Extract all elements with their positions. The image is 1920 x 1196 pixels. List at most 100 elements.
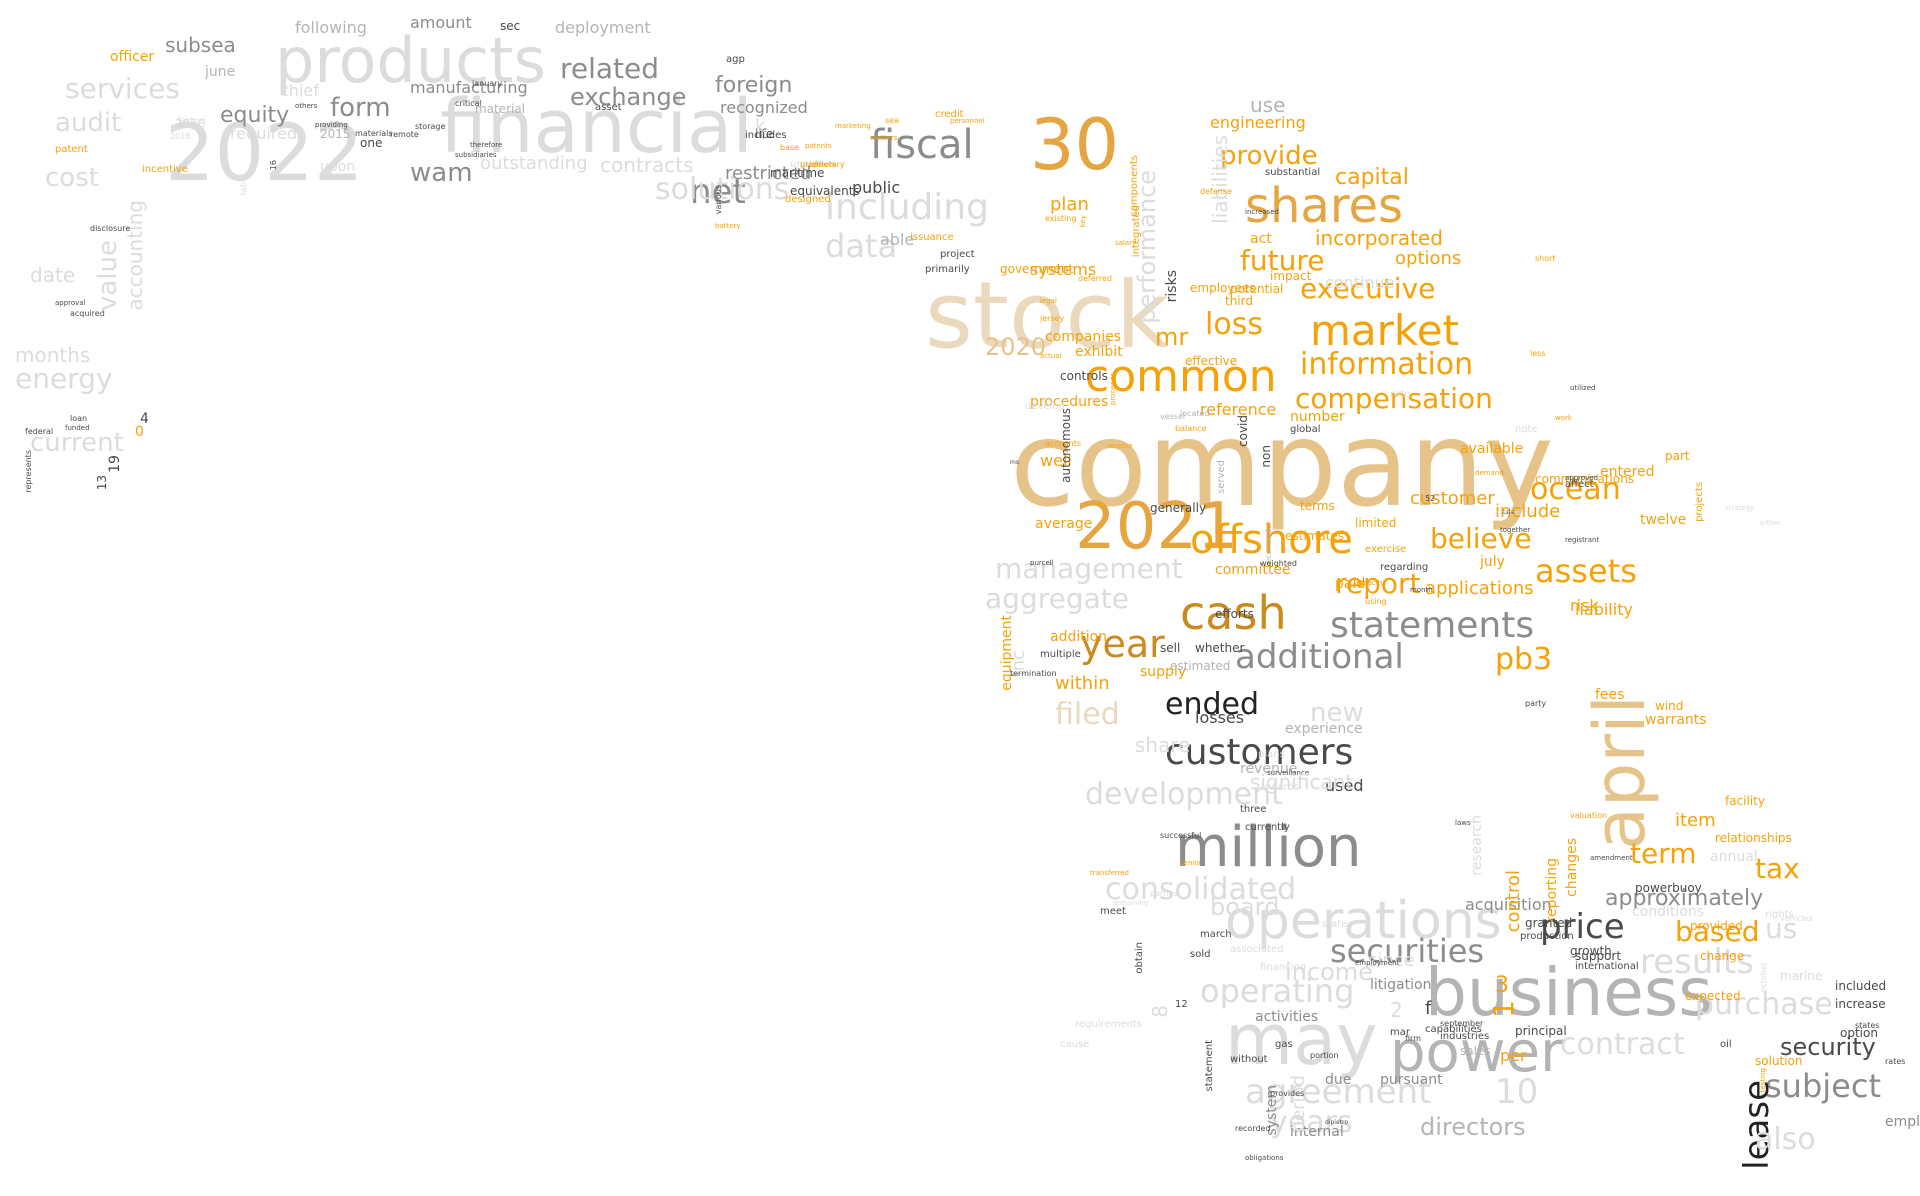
cloud-word: related	[560, 52, 660, 85]
cloud-word: control	[1503, 870, 1524, 933]
cloud-word: board	[1210, 893, 1280, 921]
cloud-word: deferred	[1078, 274, 1112, 283]
cloud-word: expected	[1685, 989, 1741, 1003]
cloud-word: 2021	[1075, 490, 1238, 564]
cloud-word: transferred	[1090, 869, 1129, 877]
cloud-word: requirements	[1075, 1019, 1142, 1030]
cloud-word: change	[1700, 949, 1745, 963]
cloud-word: ended	[1165, 687, 1260, 722]
cloud-word: ocean	[1530, 472, 1621, 507]
cloud-word: based	[1675, 915, 1760, 948]
cloud-word: financial	[440, 84, 753, 170]
cloud-word: believe	[1430, 522, 1532, 555]
cloud-word: sold	[1190, 949, 1211, 960]
cloud-word: components	[1129, 155, 1140, 217]
cloud-word: employment	[1355, 959, 1400, 967]
cloud-word: without	[1230, 1054, 1268, 1065]
cloud-word: act	[1250, 231, 1272, 247]
cloud-word: 2015	[320, 127, 351, 141]
cloud-word: material	[475, 102, 526, 116]
cloud-word: committee	[1215, 562, 1291, 578]
cloud-word: three	[1240, 804, 1267, 815]
cloud-word: less	[1530, 349, 1546, 358]
cloud-word: september	[1440, 1019, 1484, 1028]
cloud-word: note	[1515, 424, 1538, 435]
cloud-word: option	[1840, 1026, 1878, 1040]
cloud-word: exercisable	[1495, 509, 1535, 517]
cloud-word: power	[1390, 1020, 1564, 1085]
cloud-word: wam	[410, 158, 473, 188]
cloud-word: fiscal	[870, 122, 974, 168]
cloud-word: critical	[455, 99, 482, 108]
cloud-word: recognized	[720, 98, 808, 117]
cloud-word: covid	[1236, 415, 1250, 447]
cloud-word: officers	[810, 161, 836, 169]
cloud-word: 2020	[985, 333, 1047, 361]
cloud-word: changes	[1564, 838, 1580, 897]
cloud-word: liabilities	[1208, 135, 1232, 224]
cloud-word: services	[65, 72, 180, 105]
cloud-word: powerbuoy	[1635, 881, 1702, 895]
cloud-word: factors	[178, 116, 206, 125]
cloud-word: additional	[1235, 637, 1404, 677]
cloud-word: since	[1368, 950, 1415, 971]
cloud-word: securities	[1330, 932, 1485, 970]
cloud-word: balance	[1175, 424, 1207, 433]
cloud-word: storage	[415, 122, 446, 131]
cloud-word: designed	[785, 194, 831, 205]
cloud-word: third	[1225, 294, 1253, 308]
cloud-word: wind	[1655, 699, 1684, 713]
cloud-word: personnel	[950, 117, 985, 125]
cloud-word: management	[995, 552, 1183, 585]
cloud-word: 19	[107, 455, 123, 473]
cloud-word: currently	[1245, 822, 1290, 833]
cloud-word: surveillance	[1267, 769, 1310, 777]
cloud-word: provides	[1270, 1089, 1305, 1098]
cloud-word: base	[780, 143, 800, 152]
cloud-word: issuance	[910, 232, 954, 243]
cloud-word: life	[755, 127, 774, 141]
cloud-word: controls	[1060, 369, 1108, 383]
cloud-word: sales	[1460, 1044, 1491, 1058]
cloud-word: 30	[1030, 104, 1120, 186]
cloud-word: approval	[55, 299, 86, 307]
cloud-word: liability	[1575, 600, 1633, 619]
cloud-word: table	[239, 175, 248, 196]
cloud-word: successful	[1160, 831, 1202, 840]
cloud-word: relationships	[1715, 831, 1792, 845]
cloud-word: share	[1135, 733, 1191, 757]
cloud-word: foreign	[715, 73, 793, 98]
cloud-word: approved	[1565, 474, 1599, 482]
cloud-word: public	[852, 178, 901, 197]
cloud-word: increase	[1835, 997, 1886, 1011]
cloud-word: information	[1300, 347, 1474, 382]
cloud-word: parties	[1150, 889, 1178, 898]
cloud-word: states	[1855, 1021, 1880, 1030]
cloud-word: demand	[1475, 469, 1504, 477]
cloud-word: gas	[1275, 1039, 1293, 1050]
cloud-word: price	[1540, 907, 1625, 947]
cloud-word: statement	[1204, 1040, 1215, 1092]
cloud-word: therefore	[470, 141, 503, 149]
cloud-word: funded	[65, 424, 90, 432]
cloud-word: obligations	[1245, 1154, 1284, 1162]
cloud-word: use	[1250, 93, 1286, 117]
cloud-word: mr	[1155, 323, 1189, 351]
cloud-word: 13	[95, 475, 109, 491]
cloud-word: regarding	[1380, 562, 1429, 573]
cloud-word: senior	[1180, 859, 1202, 867]
cloud-word: annual	[1710, 849, 1758, 865]
cloud-word: maritime	[770, 166, 825, 180]
cloud-word: state	[1322, 919, 1348, 930]
cloud-word: served	[1216, 460, 1227, 494]
cloud-word: warrants	[1645, 712, 1707, 728]
cloud-word: term	[1630, 837, 1697, 870]
cloud-word: due	[1325, 1072, 1352, 1088]
cloud-word: economic	[1264, 525, 1273, 564]
cloud-word: legal	[1040, 297, 1057, 305]
cloud-word: able	[880, 230, 915, 249]
cloud-word: granted	[1525, 916, 1573, 930]
cloud-word: patents	[805, 142, 832, 150]
cloud-word: located	[1180, 409, 1210, 418]
cloud-word: date	[30, 263, 76, 287]
